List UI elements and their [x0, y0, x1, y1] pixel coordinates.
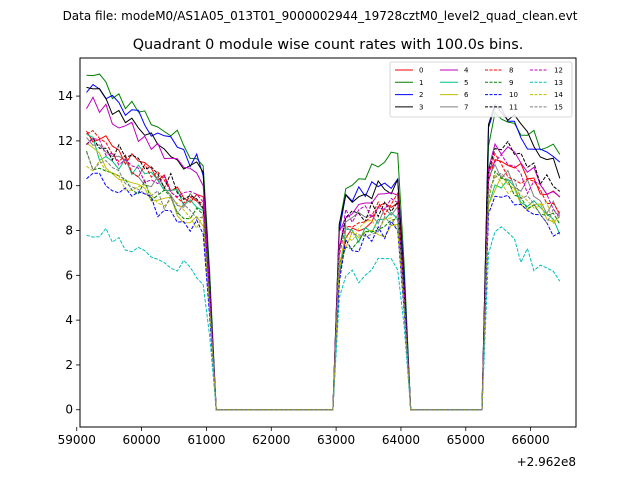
y-tick-label: 10 — [58, 179, 73, 193]
x-tick-label: 64000 — [382, 433, 420, 447]
y-tick-label: 0 — [65, 403, 73, 417]
legend-label-11: 11 — [509, 103, 518, 111]
x-tick-label: 63000 — [317, 433, 355, 447]
y-tick-label: 8 — [65, 224, 73, 238]
legend-label-4: 4 — [464, 67, 469, 75]
x-tick-label: 62000 — [252, 433, 290, 447]
x-axis: 59000 60000 61000 62000 63000 64000 65000 66000 — [58, 427, 550, 447]
y-tick-label: 4 — [65, 313, 73, 327]
series-line-2 — [86, 83, 561, 411]
legend-label-14: 14 — [554, 91, 563, 99]
x-axis-offset-label: +2.962e8 — [517, 455, 576, 469]
axes-frame — [79, 57, 577, 428]
series-line-14 — [86, 159, 561, 411]
y-tick-label: 12 — [58, 134, 73, 148]
x-tick-label: 66000 — [512, 433, 550, 447]
legend-label-15: 15 — [554, 103, 563, 111]
legend-label-0: 0 — [419, 67, 423, 75]
legend-label-9: 9 — [509, 79, 513, 87]
legend-label-6: 6 — [464, 91, 469, 99]
legend-label-1: 1 — [419, 79, 423, 87]
legend-label-7: 7 — [464, 103, 468, 111]
series-line-15 — [86, 151, 561, 411]
legend-label-13: 13 — [554, 79, 563, 87]
legend-label-8: 8 — [509, 67, 513, 75]
legend-label-2: 2 — [419, 91, 423, 99]
y-tick-label: 2 — [65, 358, 73, 372]
y-tick-label: 14 — [58, 89, 73, 103]
legend-label-10: 10 — [509, 91, 518, 99]
legend-box — [389, 61, 573, 118]
legend-label-3: 3 — [419, 103, 423, 111]
series-line-8 — [86, 129, 561, 411]
plot-area — [86, 73, 561, 411]
y-axis: 0 2 4 6 8 10 12 14 — [58, 89, 80, 417]
legend-label-5: 5 — [464, 79, 468, 87]
y-tick-label: 6 — [65, 268, 73, 282]
x-tick-label: 60000 — [123, 433, 161, 447]
chart-suptitle: Data file: modeM0/AS1A05_013T01_90000029… — [63, 9, 578, 23]
series-line-13 — [86, 226, 561, 411]
legend-label-12: 12 — [554, 67, 563, 75]
x-tick-label: 65000 — [447, 433, 485, 447]
chart-title: Quadrant 0 module wise count rates with … — [133, 37, 524, 53]
x-tick-label: 61000 — [187, 433, 225, 447]
x-tick-label: 59000 — [58, 433, 96, 447]
